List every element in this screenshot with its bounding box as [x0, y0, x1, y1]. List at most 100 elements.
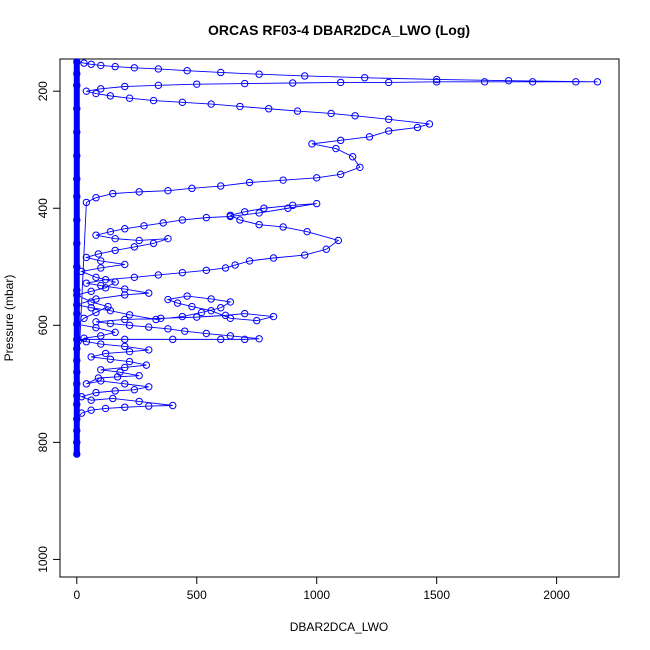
data-point: [106, 306, 115, 315]
data-point: [109, 394, 117, 403]
data-point: [82, 198, 91, 207]
y-tick-label: 800: [36, 432, 50, 452]
data-point: [101, 404, 110, 413]
data-point: [265, 105, 273, 113]
data-point: [202, 329, 211, 338]
data-point: [231, 261, 239, 269]
data-point: [269, 312, 278, 321]
x-axis: 0 500 1000 1500 2000: [73, 576, 570, 602]
data-point: [188, 184, 196, 193]
data-point: [301, 251, 309, 259]
data-point: [183, 292, 191, 300]
data-point: [572, 78, 580, 86]
data-point: [94, 374, 103, 382]
data-point: [332, 144, 340, 153]
data-point: [82, 279, 91, 287]
data-point: [125, 357, 134, 366]
data-point: [480, 78, 489, 86]
data-point: [101, 284, 110, 292]
data-point: [80, 334, 88, 342]
data-point: [125, 347, 134, 356]
data-point: [226, 332, 235, 340]
data-point: [111, 246, 119, 255]
data-point: [284, 204, 292, 212]
data-point: [135, 188, 143, 196]
x-tick-label: 1500: [423, 588, 450, 602]
data-point: [111, 234, 119, 243]
data-point: [121, 342, 129, 351]
data-point: [154, 271, 163, 279]
y-axis: 200 400 600 800 1000: [36, 81, 61, 573]
data-point: [104, 302, 112, 311]
data-point: [217, 335, 225, 344]
data-point: [365, 133, 374, 141]
data-point: [145, 323, 153, 331]
data-point: [207, 306, 215, 315]
y-tick-label: 600: [36, 315, 50, 335]
data-point: [384, 115, 393, 123]
data-point: [135, 236, 143, 245]
data-point: [92, 231, 100, 239]
data-point: [111, 328, 119, 337]
data-point: [241, 335, 249, 344]
x-axis-label: DBAR2DCA_LWO: [290, 620, 388, 634]
data-point: [202, 266, 211, 274]
data-point: [157, 314, 165, 322]
data-point: [255, 70, 263, 78]
data-point: [97, 332, 105, 340]
data-point: [111, 387, 119, 395]
data-point: [152, 315, 160, 324]
data-point: [121, 403, 129, 411]
data-point: [82, 253, 91, 262]
data-point: [293, 107, 302, 115]
data-point: [289, 79, 297, 87]
data-point: [336, 170, 345, 179]
y-axis-label: Pressure (mbar): [2, 275, 16, 362]
data-point: [121, 260, 129, 269]
data-point: [87, 406, 95, 414]
data-point: [178, 312, 187, 321]
data-point: [154, 65, 163, 73]
data-point: [169, 335, 177, 344]
data-point: [101, 275, 110, 284]
data-point: [87, 60, 95, 68]
data-point: [197, 308, 206, 317]
data-point: [130, 386, 139, 394]
data-point: [106, 227, 115, 236]
data-point: [97, 366, 105, 374]
data-point: [106, 319, 115, 328]
data-point: [504, 76, 513, 85]
data-point: [164, 186, 172, 195]
data-point: [351, 112, 359, 120]
data-point: [226, 314, 235, 322]
data-point: [207, 295, 215, 303]
data-point: [236, 216, 244, 224]
data-point: [92, 273, 100, 282]
data-point: [121, 285, 129, 293]
data-point: [87, 304, 95, 312]
data-point: [193, 313, 201, 321]
x-tick-label: 1000: [303, 588, 330, 602]
y-tick-label: 1000: [36, 546, 50, 573]
data-point: [101, 349, 110, 358]
data-point: [121, 82, 129, 91]
data-point: [130, 273, 139, 282]
data-point: [183, 67, 191, 75]
data-point: [149, 96, 158, 105]
data-point: [188, 302, 196, 311]
data-point: [303, 227, 311, 236]
data-point: [193, 80, 201, 88]
data-point: [121, 291, 129, 299]
data-point: [301, 72, 309, 80]
data-point: [241, 79, 249, 88]
data-point: [217, 304, 225, 312]
data-point: [279, 223, 287, 231]
data-point: [221, 264, 230, 272]
data-point: [149, 239, 158, 248]
series-layer: [73, 58, 602, 458]
data-point: [116, 368, 124, 376]
data-point: [80, 59, 88, 67]
data-point: [142, 361, 151, 369]
